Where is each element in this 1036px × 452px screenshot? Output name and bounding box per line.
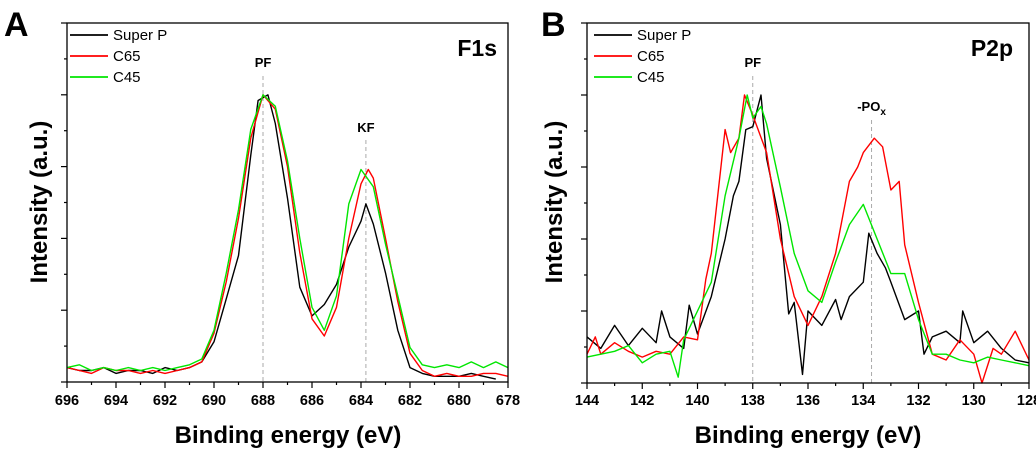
annotation-label: -POx: [857, 99, 886, 118]
chart-title-p2p: P2p: [971, 35, 1013, 61]
panel-b-p2p: B P2p Binding energy (eV) Intensity (a.u…: [541, 6, 1036, 449]
annotation-label: PF: [255, 55, 272, 70]
x-axis-label-a: Binding energy (eV): [175, 422, 402, 449]
x-tick-label: 690: [202, 393, 226, 409]
panel-label-b: B: [541, 6, 566, 44]
legend-label: Super P: [637, 27, 691, 44]
chart-title-f1s: F1s: [457, 35, 497, 61]
y-axis-label-b: Intensity (a.u.): [541, 121, 568, 284]
x-tick-label: 680: [447, 393, 471, 409]
x-tick-label: 678: [496, 393, 520, 409]
legend-label: C45: [637, 69, 665, 86]
annotation-label: PF: [744, 55, 761, 70]
x-tick-label: 132: [906, 393, 930, 409]
series-line-c45: [66, 94, 509, 372]
legend-label: C65: [637, 48, 665, 65]
series-line-c65: [586, 94, 1030, 384]
x-tick-label: 138: [741, 393, 765, 409]
x-tick-label: 134: [851, 393, 875, 409]
x-tick-label: 682: [398, 393, 422, 409]
x-tick-label: 694: [104, 393, 128, 409]
x-tick-label: 142: [630, 393, 654, 409]
series-line-c45: [586, 94, 1030, 378]
annotation-label: KF: [357, 120, 374, 135]
x-tick-label: 696: [55, 393, 79, 409]
panel-a-f1s: A F1s Binding energy (eV) Intensity (a.u…: [4, 6, 520, 449]
legend-label: C45: [113, 69, 141, 86]
x-axis-label-b: Binding energy (eV): [695, 422, 922, 449]
panel-label-a: A: [4, 6, 29, 44]
x-tick-label: 144: [575, 393, 599, 409]
x-tick-label: 140: [685, 393, 709, 409]
x-tick-label: 136: [796, 393, 820, 409]
x-tick-label: 128: [1017, 393, 1036, 409]
series-line-super-p: [66, 94, 496, 380]
series-line-c65: [66, 94, 509, 377]
y-axis-label-a: Intensity (a.u.): [26, 121, 53, 284]
x-tick-label: 684: [349, 393, 373, 409]
x-tick-label: 688: [251, 393, 275, 409]
series-line-super-p: [586, 94, 1030, 376]
x-tick-label: 692: [153, 393, 177, 409]
legend-label: Super P: [113, 27, 167, 44]
annotation-subscript: x: [880, 107, 886, 118]
legend-label: C65: [113, 48, 141, 65]
x-tick-label: 686: [300, 393, 324, 409]
x-tick-label: 130: [962, 393, 986, 409]
